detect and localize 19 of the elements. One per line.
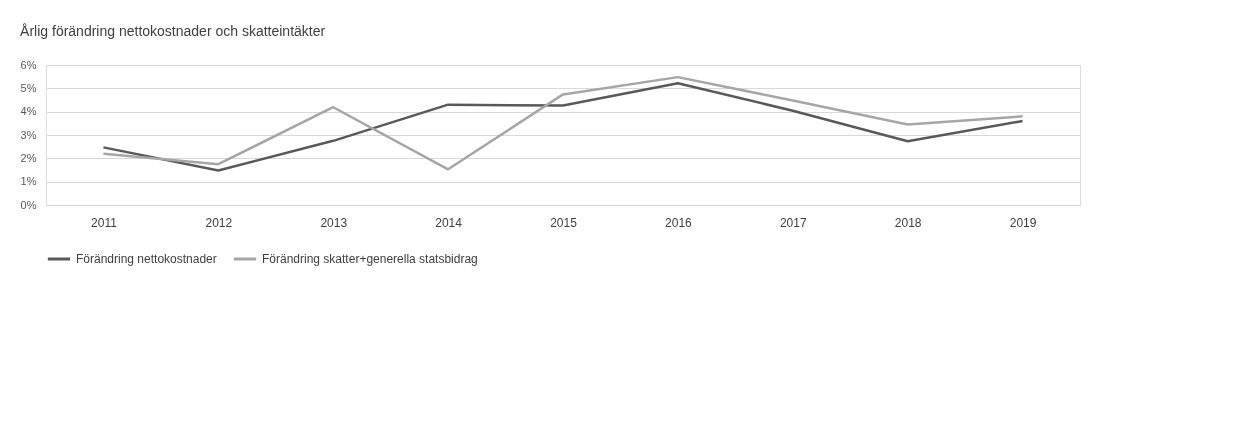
y-tick-label: 6% xyxy=(20,58,37,71)
legend-label: Förändring nettokostnader xyxy=(76,252,217,266)
x-tick-label: 2015 xyxy=(550,215,578,230)
y-tick-label: 1% xyxy=(20,175,37,188)
y-tick-label: 0% xyxy=(20,198,37,211)
x-tick-label: 2019 xyxy=(1009,215,1037,230)
legend-label: Förändring skatter+generella statsbidrag xyxy=(262,252,478,266)
x-tick-label: 2018 xyxy=(894,215,922,230)
y-tick-label: 5% xyxy=(20,81,37,94)
y-tick-label: 3% xyxy=(20,128,37,141)
y-tick-label: 4% xyxy=(20,105,37,118)
x-tick-label: 2012 xyxy=(205,215,233,230)
x-tick-label: 2013 xyxy=(320,215,348,230)
chart-title: Årlig förändring nettokostnader och skatteintäkter xyxy=(20,23,326,39)
x-tick-label: 2016 xyxy=(665,215,693,230)
x-tick-label: 2011 xyxy=(91,215,118,230)
x-tick-label: 2017 xyxy=(779,215,807,230)
y-tick-label: 2% xyxy=(20,151,37,164)
x-tick-label: 2014 xyxy=(435,215,463,230)
